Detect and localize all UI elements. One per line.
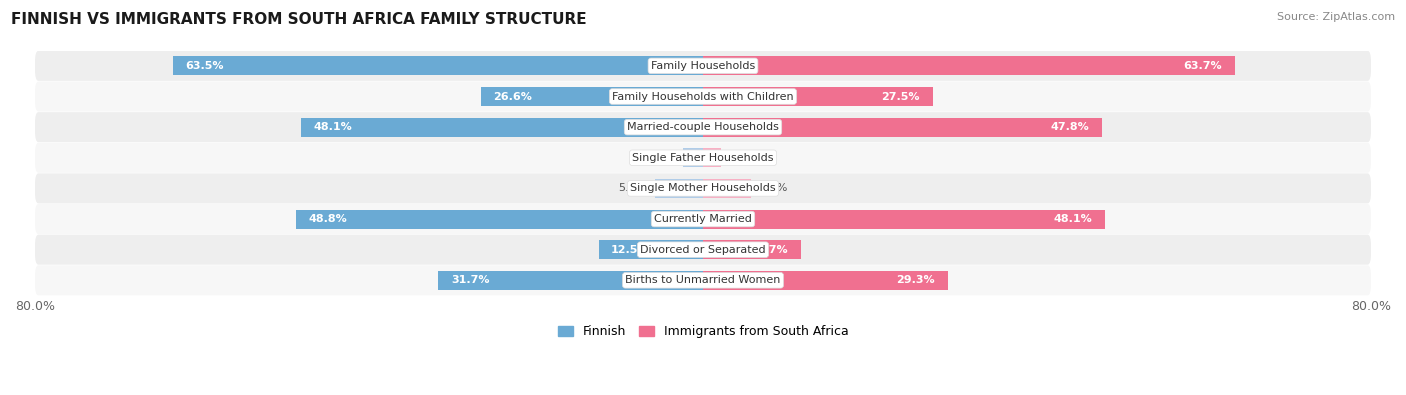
Text: 63.7%: 63.7%	[1184, 61, 1222, 71]
FancyBboxPatch shape	[35, 143, 1371, 173]
Bar	[703, 87, 932, 106]
FancyBboxPatch shape	[35, 173, 1371, 203]
Bar	[481, 87, 703, 106]
Bar	[295, 210, 703, 229]
Text: Births to Unmarried Women: Births to Unmarried Women	[626, 275, 780, 285]
FancyBboxPatch shape	[35, 81, 1371, 111]
FancyBboxPatch shape	[35, 51, 1371, 81]
Text: 5.7%: 5.7%	[619, 183, 647, 194]
Bar	[703, 179, 751, 198]
Text: Single Father Households: Single Father Households	[633, 153, 773, 163]
Bar	[703, 118, 1102, 137]
Text: Single Mother Households: Single Mother Households	[630, 183, 776, 194]
Text: Family Households: Family Households	[651, 61, 755, 71]
Text: Source: ZipAtlas.com: Source: ZipAtlas.com	[1277, 12, 1395, 22]
Text: 27.5%: 27.5%	[882, 92, 920, 102]
FancyBboxPatch shape	[35, 204, 1371, 234]
Bar	[301, 118, 703, 137]
Text: 63.5%: 63.5%	[186, 61, 224, 71]
Bar	[703, 56, 1234, 75]
Text: 26.6%: 26.6%	[494, 92, 533, 102]
Text: Married-couple Households: Married-couple Households	[627, 122, 779, 132]
Text: 12.5%: 12.5%	[612, 245, 650, 255]
Bar	[703, 240, 800, 259]
Text: 48.1%: 48.1%	[1053, 214, 1092, 224]
Bar	[655, 179, 703, 198]
Bar	[703, 210, 1105, 229]
FancyBboxPatch shape	[35, 235, 1371, 265]
Text: 48.1%: 48.1%	[314, 122, 353, 132]
FancyBboxPatch shape	[35, 112, 1371, 142]
Text: 31.7%: 31.7%	[451, 275, 489, 285]
Text: 29.3%: 29.3%	[897, 275, 935, 285]
Bar	[703, 271, 948, 290]
Text: 2.1%: 2.1%	[728, 153, 758, 163]
Text: 2.4%: 2.4%	[647, 153, 675, 163]
Legend: Finnish, Immigrants from South Africa: Finnish, Immigrants from South Africa	[553, 320, 853, 343]
Text: Currently Married: Currently Married	[654, 214, 752, 224]
FancyBboxPatch shape	[35, 265, 1371, 295]
Text: Family Households with Children: Family Households with Children	[612, 92, 794, 102]
Text: 48.8%: 48.8%	[308, 214, 347, 224]
Text: 47.8%: 47.8%	[1050, 122, 1090, 132]
Bar	[439, 271, 703, 290]
Bar	[683, 148, 703, 167]
Bar	[173, 56, 703, 75]
Text: Divorced or Separated: Divorced or Separated	[640, 245, 766, 255]
Text: FINNISH VS IMMIGRANTS FROM SOUTH AFRICA FAMILY STRUCTURE: FINNISH VS IMMIGRANTS FROM SOUTH AFRICA …	[11, 12, 586, 27]
Text: 5.7%: 5.7%	[759, 183, 787, 194]
Bar	[599, 240, 703, 259]
Text: 11.7%: 11.7%	[749, 245, 789, 255]
Bar	[703, 148, 720, 167]
